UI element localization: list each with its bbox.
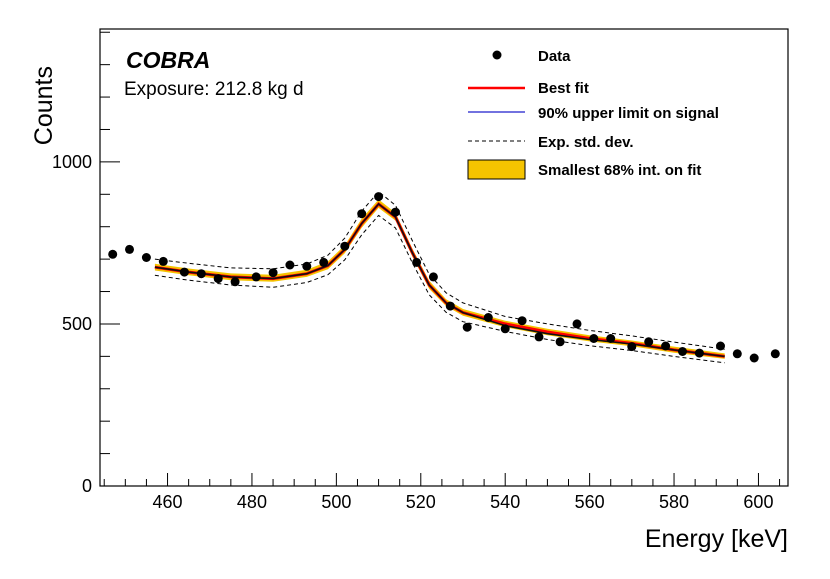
x-tick-label: 540 (490, 492, 520, 512)
data-point (462, 322, 472, 332)
data-point (661, 341, 671, 351)
x-tick-label: 500 (321, 492, 351, 512)
data-point (606, 334, 616, 343)
experiment-name: COBRA (126, 47, 210, 73)
data-point (213, 274, 223, 284)
legend-label-band: Smallest 68% int. on fit (538, 162, 701, 179)
data-points-layer (108, 192, 780, 363)
data-point (517, 316, 527, 326)
data-point (428, 272, 438, 282)
legend-marker-data (492, 50, 502, 60)
legend-marker-band (467, 159, 526, 180)
upper-limit-line (154, 202, 725, 358)
data-point (340, 241, 350, 251)
y-tick-label: 500 (62, 314, 92, 334)
exposure-label: Exposure: 212.8 kg d (124, 79, 304, 100)
y-tick-label: 1000 (52, 152, 92, 172)
legend: Data Best fit 90% upper limit on signal … (467, 48, 719, 180)
x-tick-label: 460 (153, 492, 183, 512)
data-point (749, 353, 759, 363)
data-point (141, 253, 151, 262)
confidence-band (154, 199, 725, 359)
data-point (302, 261, 312, 271)
x-axis-title: Energy [keV] (645, 525, 788, 553)
data-point (500, 324, 510, 334)
plot-frame (99, 28, 789, 487)
confidence-band-layer (154, 199, 725, 359)
fit-lines-layer (154, 191, 725, 364)
data-point (572, 319, 582, 329)
data-point (678, 347, 687, 356)
data-point (251, 272, 261, 282)
data-point (694, 348, 704, 358)
y-axis-title: Counts (30, 66, 58, 145)
data-point (483, 313, 493, 322)
std-dev-upper-line (154, 191, 725, 350)
x-tick-label: 600 (743, 492, 773, 512)
data-point (412, 257, 422, 267)
std-dev-lower-line (154, 214, 725, 364)
tick-labels-layer: 460 480 500 520 540 560 580 600 0 500 1000 (52, 152, 774, 512)
legend-label-best-fit: Best fit (538, 80, 589, 97)
data-point (644, 337, 654, 347)
data-point (770, 349, 780, 359)
data-point (716, 341, 725, 351)
data-point (374, 192, 384, 202)
data-point (534, 332, 544, 342)
y-tick-label: 0 (82, 476, 92, 496)
data-point (357, 209, 367, 219)
data-point (732, 349, 742, 359)
x-tick-label: 480 (237, 492, 267, 512)
data-point (319, 257, 329, 267)
x-tick-label: 520 (406, 492, 436, 512)
legend-label-std-dev: Exp. std. dev. (538, 134, 634, 151)
data-point (179, 267, 189, 277)
data-point (268, 268, 278, 278)
data-point (125, 244, 134, 254)
x-tick-label: 560 (575, 492, 605, 512)
data-point (391, 207, 400, 217)
legend-label-upper-limit: 90% upper limit on signal (538, 105, 719, 122)
data-point (555, 337, 565, 347)
data-point (589, 334, 599, 343)
data-point (445, 301, 455, 311)
axes-layer (99, 28, 789, 487)
data-point (627, 342, 637, 352)
data-point (158, 256, 168, 266)
data-point (108, 249, 118, 259)
data-point (230, 277, 240, 287)
data-point (196, 269, 206, 279)
x-tick-label: 580 (659, 492, 689, 512)
legend-label-data: Data (538, 48, 571, 65)
data-point (285, 260, 295, 270)
